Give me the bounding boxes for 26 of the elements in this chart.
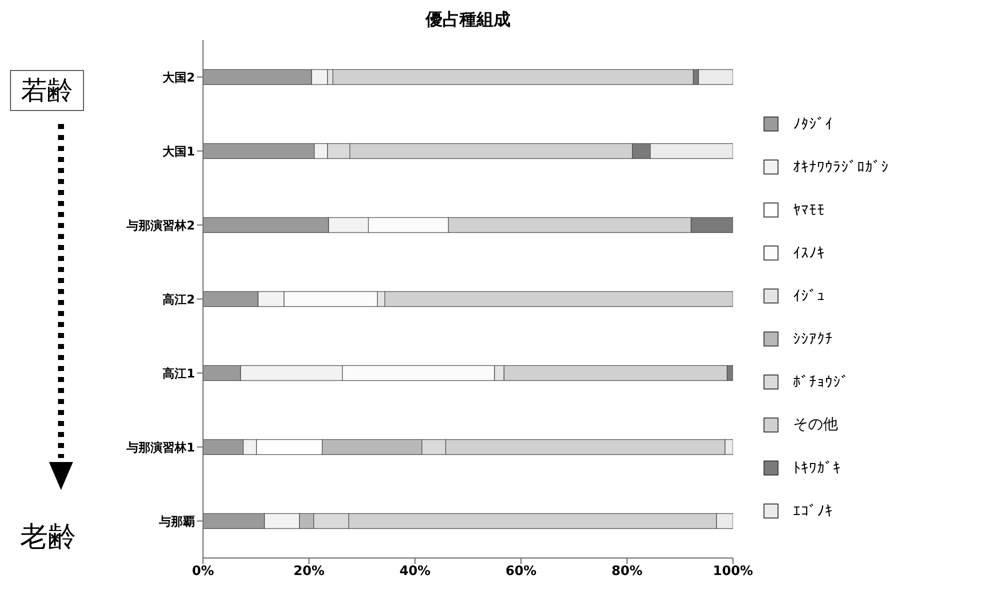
y-tick-label: 高江2 <box>162 292 195 306</box>
legend-label: ﾉﾀｼﾞｲ <box>793 114 833 132</box>
x-tick-label: 100% <box>712 564 754 580</box>
legend-label: ｵｷﾅﾜｳﾗｼﾞﾛｶﾞｼ <box>793 158 889 176</box>
legend-label: ｼｼｱｸﾁ <box>793 330 833 348</box>
x-tick-label: 60% <box>505 564 537 580</box>
legend-label: ﾄｷﾜｶﾞｷ <box>793 458 841 476</box>
y-tick-label: 高江1 <box>162 366 195 380</box>
chart-title: 優占種組成 <box>424 9 512 31</box>
legend-label: ｲｼﾞｭ <box>793 286 825 304</box>
legend-label: ｲｽﾉｷ <box>793 244 825 262</box>
y-tick-label: 大国2 <box>162 70 195 84</box>
x-tick-label: 20% <box>293 564 325 580</box>
legend-label: ｴｺﾞﾉｷ <box>793 502 833 520</box>
y-tick-label: 大国1 <box>162 144 195 158</box>
x-tick-label: 80% <box>611 564 643 580</box>
y-tick-label: 与那覇 <box>158 514 195 528</box>
y-tick-label: 与那演習林1 <box>126 440 195 454</box>
x-tick-label: 0% <box>192 564 214 580</box>
legend-label: その他 <box>793 415 838 434</box>
text: 老齢 <box>20 519 76 555</box>
text: 若齢 <box>10 70 84 111</box>
legend-label: ﾎﾞﾁｮｳｼﾞ <box>793 372 849 390</box>
y-tick-label: 与那演習林2 <box>126 218 195 232</box>
legend-label: ﾔﾏﾓﾓ <box>793 200 825 218</box>
x-tick-label: 40% <box>399 564 431 580</box>
